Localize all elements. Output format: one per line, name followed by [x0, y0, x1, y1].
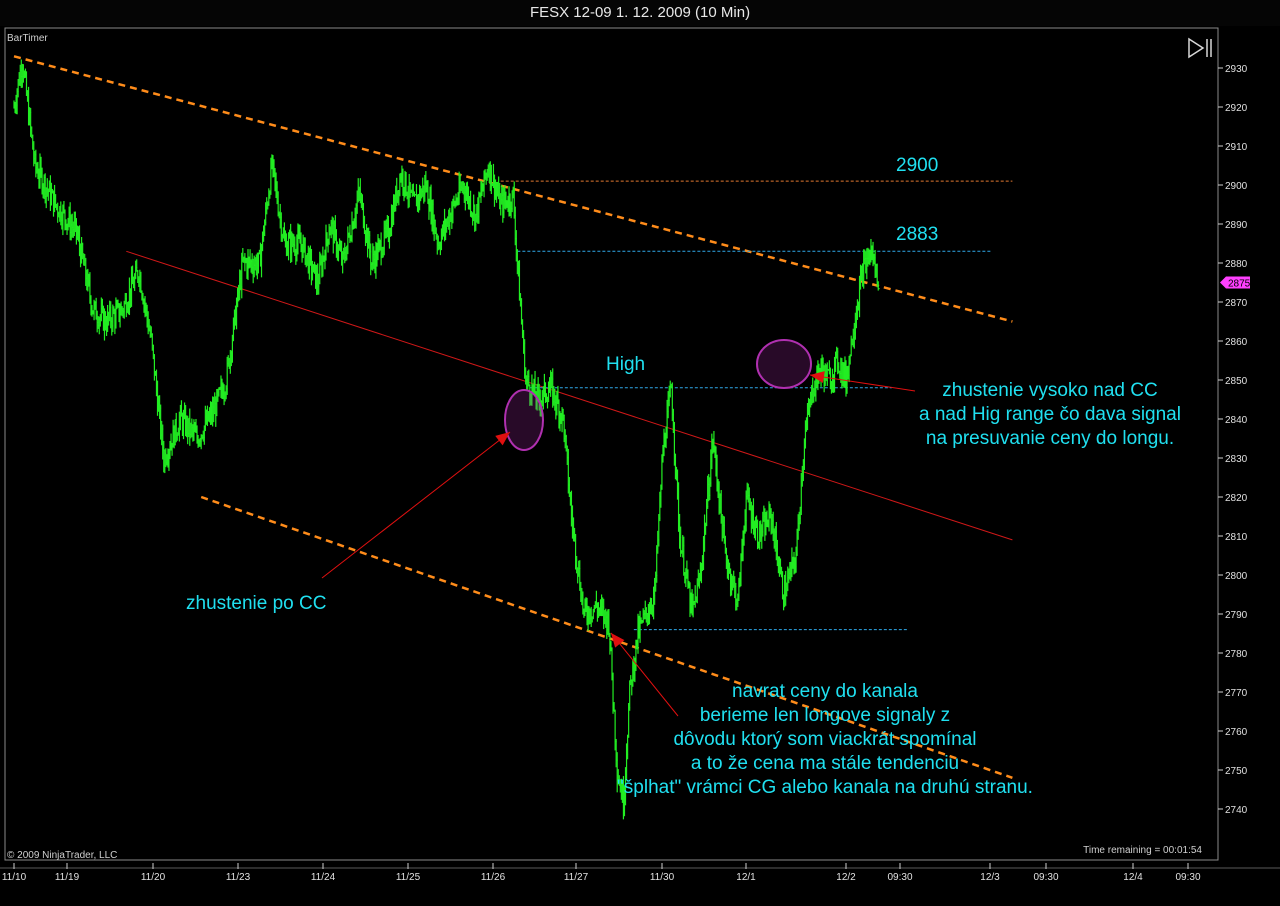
annotation-bottom-line: a to že cena ma stále tendenciu	[690, 753, 960, 774]
y-tick-label: 2880	[1225, 259, 1248, 270]
annotation-right-line: zhustenie vysoko nad CC	[942, 380, 1158, 401]
arrow-left	[321, 431, 511, 579]
current-price-label: 2875	[1228, 279, 1251, 290]
annotation-bottom-line: dôvodu ktorý som viackrát spomínal	[673, 729, 977, 750]
x-tick-label: 12/2	[836, 872, 856, 883]
y-tick-label: 2920	[1225, 103, 1248, 114]
y-tick-label: 2750	[1225, 766, 1248, 777]
annotation-right: zhustenie vysoko nad CC a nad Hig range …	[890, 379, 1210, 451]
y-tick-label: 2760	[1225, 727, 1248, 738]
plot-frame	[4, 27, 1219, 861]
y-tick-label: 2910	[1225, 142, 1248, 153]
x-tick-label: 11/26	[481, 872, 506, 883]
play-icon[interactable]	[1187, 37, 1213, 59]
time-remaining-label: Time remaining = 00:01:54	[1083, 845, 1202, 856]
x-tick-label: 09:30	[1033, 872, 1058, 883]
x-tick-label: 12/1	[736, 872, 756, 883]
x-tick-label: 11/24	[311, 872, 336, 883]
window-title: FESX 12-09 1. 12. 2009 (10 Min)	[0, 0, 1280, 26]
y-tick-label: 2860	[1225, 337, 1248, 348]
x-tick-label: 11/20	[141, 872, 166, 883]
y-tick-label: 2740	[1225, 805, 1248, 816]
arrow-bottom	[610, 632, 679, 717]
annotation-bottom-line: navrat ceny do kanala	[732, 681, 918, 702]
annotation-right-line: a nad Hig range čo dava signal	[919, 404, 1181, 425]
y-tick-label: 2900	[1225, 181, 1248, 192]
x-tick-label: 11/25	[396, 872, 421, 883]
y-tick-label: 2780	[1225, 649, 1248, 660]
copyright-label: © 2009 NinjaTrader, LLC	[7, 850, 118, 861]
annotation-bottom: navrat ceny do kanala berieme len longov…	[560, 680, 1090, 800]
annotation-bottom-line: "šplhat" vrámci CG alebo kanala na druhú…	[617, 777, 1033, 798]
annotation-right-line: na presuvanie ceny do longu.	[925, 428, 1175, 449]
y-tick-label: 2840	[1225, 415, 1248, 426]
x-tick-label: 11/19	[55, 872, 80, 883]
level-2900-label: 2900	[896, 155, 939, 176]
y-tick-label: 2800	[1225, 571, 1248, 582]
annotation-left: zhustenie po CC	[186, 593, 327, 614]
x-tick-label: 09:30	[887, 872, 912, 883]
bartimer-label: BarTimer	[7, 33, 48, 44]
y-tick-label: 2930	[1225, 64, 1248, 75]
y-tick-label: 2810	[1225, 532, 1248, 543]
x-tick-label: 11/10	[2, 872, 27, 883]
channel-mid-line	[126, 250, 1013, 541]
x-tick-label: 12/4	[1123, 872, 1143, 883]
high-label: High	[606, 354, 646, 375]
arrow-bottom-head	[611, 633, 625, 648]
arrow-right	[809, 374, 916, 392]
annotation-bottom-line: berieme len longove signaly z	[699, 705, 951, 726]
cluster-circle-left	[504, 389, 544, 451]
y-tick-label: 2870	[1225, 298, 1248, 309]
y-tick-label: 2770	[1225, 688, 1248, 699]
y-tick-label: 2890	[1225, 220, 1248, 231]
y-tick-label: 2850	[1225, 376, 1248, 387]
y-tick-label: 2790	[1225, 610, 1248, 621]
arrow-right-head	[810, 371, 825, 384]
x-tick-label: 11/23	[226, 872, 251, 883]
arrow-left-head	[495, 432, 510, 446]
current-price-marker	[1220, 276, 1250, 289]
y-tick-label: 2820	[1225, 493, 1248, 504]
x-tick-label: 11/30	[650, 872, 675, 883]
x-tick-label: 11/27	[564, 872, 589, 883]
y-tick-label: 2830	[1225, 454, 1248, 465]
cluster-circle-right	[756, 339, 812, 389]
x-tick-label: 09:30	[1175, 872, 1200, 883]
x-tick-label: 12/3	[980, 872, 1000, 883]
level-2883-label: 2883	[896, 224, 939, 245]
